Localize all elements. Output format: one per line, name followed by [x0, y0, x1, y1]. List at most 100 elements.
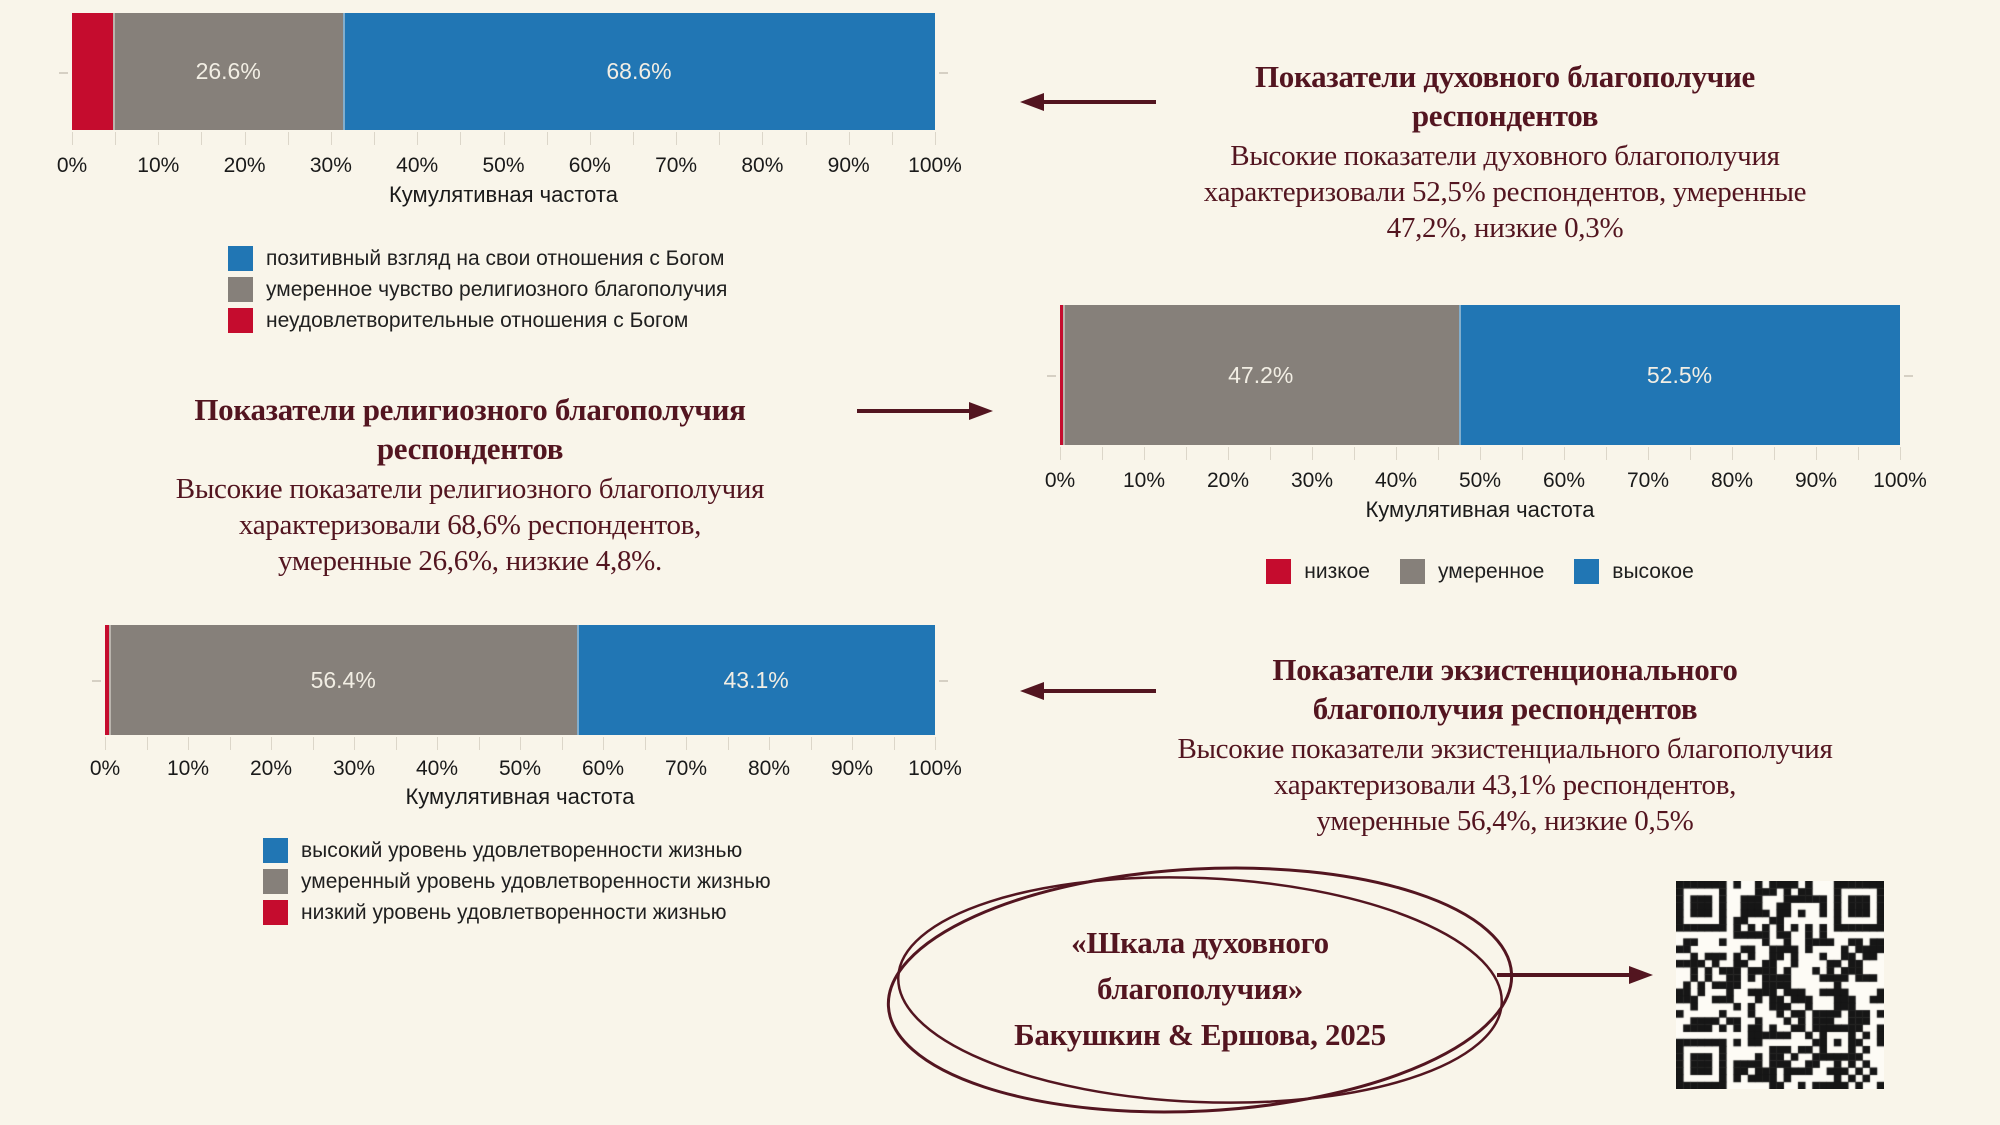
axis-tick: [395, 737, 397, 750]
axis-tick: [762, 132, 764, 145]
annotation-body-line: 47,2%, низкие 0,3%: [1386, 212, 1624, 244]
axis-tick: [935, 132, 936, 145]
legend-item: умеренное чувство религиозного благополу…: [228, 277, 935, 302]
legend-item: неудовлетворительные отношения с Богом: [228, 308, 935, 333]
spiritual-wellbeing-chart: 47.2% 52.5% 0% 10% 20% 30% 40% 50% 60% 70% 80% 90%…: [1045, 305, 1927, 584]
bar-segment-gray: 26.6%: [113, 13, 343, 130]
axis-tick-label: 40%: [396, 154, 439, 177]
bar-segment-label: 52.5%: [1646, 361, 1713, 388]
axis-tick-label: 70%: [664, 757, 708, 780]
bar-segment-label: 68.6%: [606, 58, 672, 84]
axis-tick: [676, 132, 678, 145]
axis-tick: [115, 132, 117, 145]
x-axis-tick-labels: 0% 10% 20% 30% 40% 50% 60% 70% 80% 90% 100%: [90, 757, 962, 781]
axis-tick: [644, 737, 646, 750]
axis-tick: [503, 132, 505, 145]
axis-tick: [893, 737, 895, 750]
axis-tick: [935, 737, 936, 750]
annotation-title-line: благополучия респондентов: [1312, 691, 1698, 726]
axis-tick: [1564, 447, 1565, 460]
annotation-existential: Показатели экзистенционального благополу…: [1055, 650, 1955, 839]
axis-tick-label: 80%: [747, 757, 791, 780]
axis-tick-label: 70%: [1626, 469, 1670, 492]
axis-tick-label: 90%: [830, 757, 874, 780]
annotation-title: Показатели духовного благополучие респон…: [1055, 57, 1955, 135]
bar-segment-gray: 56.4%: [109, 625, 578, 735]
legend-label: низкое: [1304, 559, 1370, 583]
x-axis-ticks: [1060, 447, 1901, 460]
legend-item: высокий уровень удовлетворенности жизнью: [263, 838, 935, 863]
bar-segment-label: 43.1%: [723, 666, 789, 693]
annotation-body-line: умеренные 56,4%, низкие 0,5%: [1316, 805, 1694, 837]
axis-tick: [891, 132, 893, 145]
axis-tick: [460, 132, 462, 145]
legend-swatch-blue: [263, 838, 288, 863]
axis-tick: [1648, 447, 1649, 460]
axis-tick: [769, 737, 770, 750]
legend-item: высокое: [1574, 559, 1694, 584]
axis-tick: [1270, 447, 1271, 460]
axis-tick: [546, 132, 548, 145]
axis-tick-label: 50%: [482, 154, 525, 177]
axis-tick: [1480, 447, 1481, 460]
chart-legend: высокий уровень удовлетворенности жизнью…: [263, 838, 935, 925]
citation-line: «Шкала духовного: [1071, 925, 1329, 960]
axis-tick: [1858, 447, 1859, 460]
legend-label: низкий уровень удовлетворенности жизнью: [301, 900, 727, 924]
axis-tick: [188, 737, 189, 750]
axis-tick: [478, 737, 480, 750]
axis-tick-label: 100%: [908, 154, 962, 177]
axis-tick: [244, 132, 246, 145]
axis-tick: [520, 737, 521, 750]
x-axis-title: Кумулятивная частота: [388, 182, 618, 207]
x-axis-ticks: [105, 737, 936, 750]
axis-tick: [561, 737, 563, 750]
axis-tick: [1060, 447, 1061, 460]
annotation-title-line: Показатели духовного благополучие: [1254, 59, 1755, 94]
axis-tick-label: 30%: [1290, 469, 1334, 492]
axis-tick-label: 70%: [655, 154, 698, 177]
bar-segment-blue: 43.1%: [577, 625, 935, 735]
axis-tick: [805, 132, 807, 145]
axis-tick: [727, 737, 729, 750]
existential-wellbeing-chart: 56.4% 43.1% 0% 10% 20% 30% 40% 50% 60% 70% 80% 90%…: [90, 625, 962, 925]
annotation-body: Высокие показатели экзистенциального бла…: [1055, 731, 1955, 839]
legend-swatch-blue: [228, 246, 253, 271]
annotation-body-line: характеризовали 43,1% респондентов,: [1273, 769, 1737, 801]
axis-tick-label: 60%: [568, 154, 611, 177]
axis-tick-label: 60%: [581, 757, 625, 780]
legend-item: умеренное: [1400, 559, 1544, 584]
axis-tick-label: 100%: [908, 757, 962, 780]
annotation-body-line: умеренные 26,6%, низкие 4,8%.: [278, 545, 662, 577]
bar-segment-red: [105, 625, 110, 735]
annotation-body-line: Высокие показатели духовного благополучи…: [1230, 140, 1780, 172]
axis-tick-label: 10%: [166, 757, 210, 780]
annotation-title: Показатели экзистенционального благополу…: [1055, 650, 1955, 728]
stacked-bar: 26.6% 68.6%: [59, 13, 948, 130]
axis-tick: [1354, 447, 1355, 460]
annotation-body-line: характеризовали 68,6% респондентов,: [238, 509, 702, 541]
axis-tick: [158, 132, 160, 145]
axis-tick: [1102, 447, 1103, 460]
axis-tick-label: 90%: [1794, 469, 1838, 492]
legend-swatch-red: [228, 308, 253, 333]
axis-tick: [201, 132, 203, 145]
axis-tick: [1606, 447, 1607, 460]
citation-line: благополучия»: [1097, 971, 1303, 1006]
stacked-bar: 47.2% 52.5%: [1047, 305, 1913, 445]
legend-swatch-red: [1266, 559, 1292, 584]
axis-tick: [146, 737, 148, 750]
axis-tick-label: 20%: [223, 154, 266, 177]
legend-label: умеренное: [1438, 559, 1545, 583]
citation-line: Бакушкин & Ершова, 2025: [1014, 1017, 1386, 1052]
x-axis-ticks: [72, 132, 936, 145]
bar-segment-blue: 68.6%: [342, 13, 935, 130]
axis-tick-label: 90%: [827, 154, 870, 177]
arrow-right-icon: [1497, 966, 1653, 984]
axis-tick: [1396, 447, 1397, 460]
legend-label: высокий уровень удовлетворенности жизнью: [301, 838, 743, 862]
axis-tick-label: 50%: [1458, 469, 1502, 492]
axis-tick: [589, 132, 591, 145]
axis-tick-label: 40%: [415, 757, 459, 780]
